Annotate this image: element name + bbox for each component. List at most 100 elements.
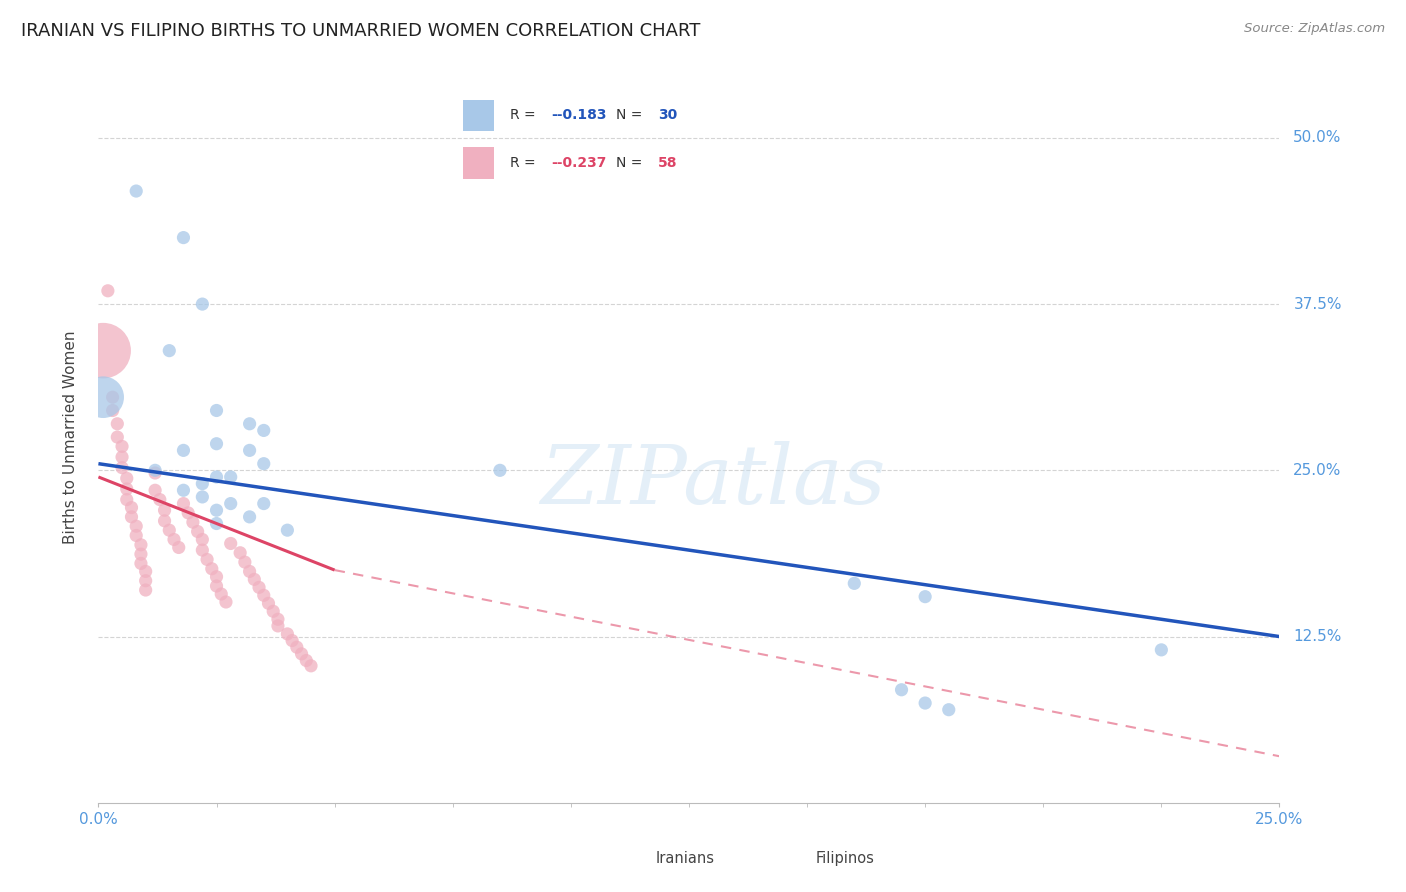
Point bbox=[191, 297, 214, 311]
FancyBboxPatch shape bbox=[766, 845, 803, 872]
Point bbox=[233, 555, 256, 569]
Point bbox=[262, 604, 284, 618]
Point bbox=[172, 497, 194, 511]
Point bbox=[91, 343, 114, 358]
Point bbox=[135, 582, 157, 597]
Point bbox=[157, 523, 180, 537]
Point bbox=[177, 506, 200, 520]
Point bbox=[129, 547, 152, 561]
Point bbox=[195, 552, 218, 566]
Point bbox=[239, 417, 262, 431]
Y-axis label: Births to Unmarried Women: Births to Unmarried Women bbox=[63, 330, 79, 544]
Point bbox=[276, 523, 298, 537]
Point bbox=[143, 483, 166, 498]
Point bbox=[101, 403, 124, 417]
Point bbox=[267, 619, 290, 633]
Text: Filipinos: Filipinos bbox=[815, 851, 875, 866]
Point bbox=[111, 460, 134, 475]
Point bbox=[205, 403, 228, 417]
Point bbox=[257, 596, 280, 610]
Point bbox=[111, 439, 134, 453]
Point bbox=[239, 509, 262, 524]
Point bbox=[219, 470, 242, 484]
Point bbox=[181, 515, 204, 529]
Point bbox=[219, 497, 242, 511]
Point bbox=[205, 503, 228, 517]
Point bbox=[201, 562, 224, 576]
Point bbox=[105, 430, 128, 444]
Point bbox=[205, 470, 228, 484]
Point bbox=[253, 497, 276, 511]
Point bbox=[121, 509, 143, 524]
Point bbox=[239, 443, 262, 458]
Point bbox=[97, 284, 120, 298]
Point bbox=[111, 450, 134, 464]
Point bbox=[219, 536, 242, 550]
Text: Iranians: Iranians bbox=[655, 851, 714, 866]
Point bbox=[1150, 643, 1173, 657]
Point bbox=[191, 543, 214, 558]
Point bbox=[914, 590, 936, 604]
Point bbox=[290, 647, 312, 661]
Point bbox=[91, 390, 114, 404]
Point bbox=[101, 390, 124, 404]
Point bbox=[191, 476, 214, 491]
Point bbox=[914, 696, 936, 710]
FancyBboxPatch shape bbox=[606, 845, 644, 872]
Point bbox=[205, 579, 228, 593]
Point bbox=[205, 436, 228, 450]
Point bbox=[163, 533, 186, 547]
Text: ZIPatlas: ZIPatlas bbox=[540, 441, 886, 521]
Point bbox=[172, 443, 194, 458]
Point bbox=[172, 483, 194, 498]
Text: Source: ZipAtlas.com: Source: ZipAtlas.com bbox=[1244, 22, 1385, 36]
Point bbox=[125, 519, 148, 533]
Text: 12.5%: 12.5% bbox=[1294, 629, 1341, 644]
Point bbox=[267, 612, 290, 626]
Point bbox=[247, 580, 270, 594]
Point bbox=[129, 538, 152, 552]
Point bbox=[191, 533, 214, 547]
Text: 37.5%: 37.5% bbox=[1294, 297, 1341, 311]
Point bbox=[125, 528, 148, 542]
Text: 50.0%: 50.0% bbox=[1294, 130, 1341, 145]
Point bbox=[229, 546, 252, 560]
Point bbox=[276, 627, 298, 641]
Point bbox=[209, 587, 232, 601]
Point bbox=[143, 463, 166, 477]
Text: 25.0%: 25.0% bbox=[1294, 463, 1341, 478]
Point bbox=[243, 573, 266, 587]
Point bbox=[167, 541, 190, 555]
Text: IRANIAN VS FILIPINO BIRTHS TO UNMARRIED WOMEN CORRELATION CHART: IRANIAN VS FILIPINO BIRTHS TO UNMARRIED … bbox=[21, 22, 700, 40]
Point bbox=[205, 570, 228, 584]
Point bbox=[281, 633, 304, 648]
Point bbox=[253, 424, 276, 438]
Point bbox=[143, 466, 166, 480]
Point bbox=[115, 492, 138, 507]
Point bbox=[844, 576, 866, 591]
Point bbox=[205, 516, 228, 531]
Point bbox=[153, 514, 176, 528]
Point bbox=[239, 565, 262, 579]
Point bbox=[172, 230, 194, 244]
Point bbox=[285, 640, 308, 655]
Point bbox=[890, 682, 912, 697]
Point bbox=[149, 492, 172, 507]
Point bbox=[253, 588, 276, 602]
Point bbox=[489, 463, 512, 477]
Point bbox=[121, 500, 143, 515]
Point bbox=[125, 184, 148, 198]
Point bbox=[115, 482, 138, 496]
Point bbox=[938, 703, 960, 717]
Point bbox=[191, 490, 214, 504]
Point bbox=[299, 658, 322, 673]
Point bbox=[129, 557, 152, 571]
Point bbox=[295, 653, 318, 667]
Point bbox=[157, 343, 180, 358]
Point bbox=[253, 457, 276, 471]
Point bbox=[135, 565, 157, 579]
Point bbox=[215, 595, 238, 609]
Point bbox=[135, 574, 157, 588]
Point bbox=[187, 524, 209, 539]
Point bbox=[115, 471, 138, 485]
